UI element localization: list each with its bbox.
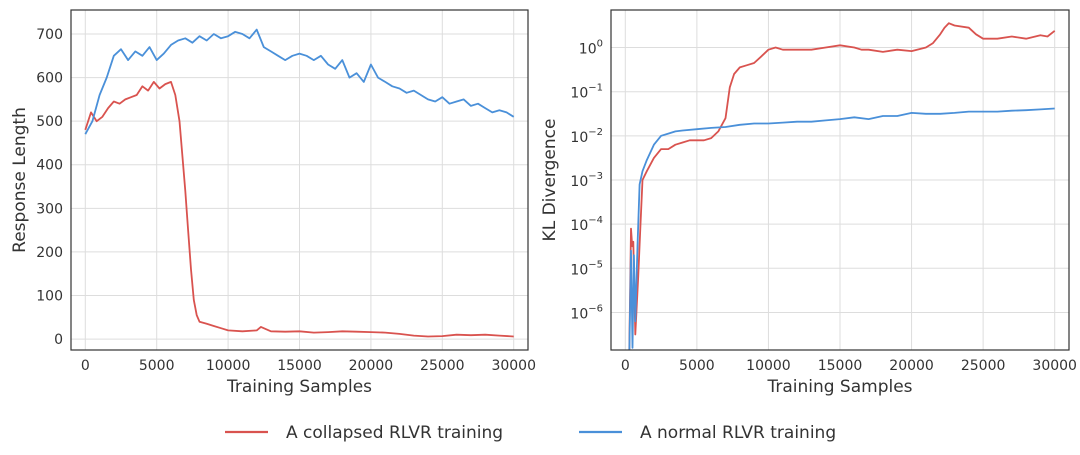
x-tick-label: 20000 bbox=[889, 358, 934, 374]
kl-divergence-chart: 0 5000 10000 15000 20000 25000 30000 10−6 10−5 10… bbox=[540, 9, 1077, 397]
x-tick-label: 25000 bbox=[420, 358, 465, 374]
y-tick-label: 10−1 bbox=[570, 83, 603, 102]
x-tick-label: 15000 bbox=[818, 358, 863, 374]
y-tick-label: 100 bbox=[579, 39, 603, 58]
x-tick-label: 0 bbox=[621, 358, 630, 374]
series-line-normal bbox=[628, 107, 1055, 350]
y-tick-label: 10−5 bbox=[570, 259, 603, 278]
y-tick-label: 10−3 bbox=[570, 171, 603, 190]
y-tick-label: 700 bbox=[36, 27, 63, 43]
legend: A collapsed RLVR training A normal RLVR … bbox=[225, 423, 836, 443]
x-tick-label: 25000 bbox=[961, 358, 1006, 374]
y-tick-label: 200 bbox=[36, 245, 63, 261]
x-tick-label: 30000 bbox=[1032, 358, 1077, 374]
y-tick-label: 10−2 bbox=[570, 127, 603, 146]
legend-label-normal: A normal RLVR training bbox=[640, 423, 836, 443]
x-tick-label: 10000 bbox=[746, 358, 791, 374]
y-tick-label: 500 bbox=[36, 114, 63, 130]
y-axis-label: KL Divergence bbox=[540, 119, 560, 242]
x-tick-label: 20000 bbox=[349, 358, 394, 374]
y-tick-label: 600 bbox=[36, 71, 63, 87]
plot-frame bbox=[70, 9, 529, 351]
x-axis-label: Training Samples bbox=[766, 377, 912, 397]
x-tick-label: 5000 bbox=[679, 358, 715, 374]
y-tick-label: 400 bbox=[36, 158, 63, 174]
x-tick-label: 5000 bbox=[139, 358, 175, 374]
y-tick-label: 10−4 bbox=[570, 215, 603, 234]
y-tick-label: 0 bbox=[54, 332, 63, 348]
x-axis-label: Training Samples bbox=[226, 377, 372, 397]
y-axis-label: Response Length bbox=[10, 107, 30, 253]
response-length-chart: 0 5000 10000 15000 20000 25000 30000 0 100 200 300… bbox=[10, 9, 536, 397]
series-line-collapsed bbox=[84, 81, 514, 338]
x-tick-label: 15000 bbox=[277, 358, 322, 374]
y-tick-label: 300 bbox=[36, 201, 63, 217]
y-tick-label: 100 bbox=[36, 289, 63, 305]
legend-label-collapsed: A collapsed RLVR training bbox=[286, 423, 503, 443]
series-line-collapsed bbox=[628, 22, 1056, 350]
x-tick-label: 10000 bbox=[206, 358, 251, 374]
x-tick-label: 30000 bbox=[491, 358, 536, 374]
plot-frame bbox=[610, 9, 1070, 351]
y-tick-label: 10−6 bbox=[570, 303, 603, 322]
x-tick-label: 0 bbox=[81, 358, 90, 374]
series-line-normal bbox=[84, 28, 515, 135]
